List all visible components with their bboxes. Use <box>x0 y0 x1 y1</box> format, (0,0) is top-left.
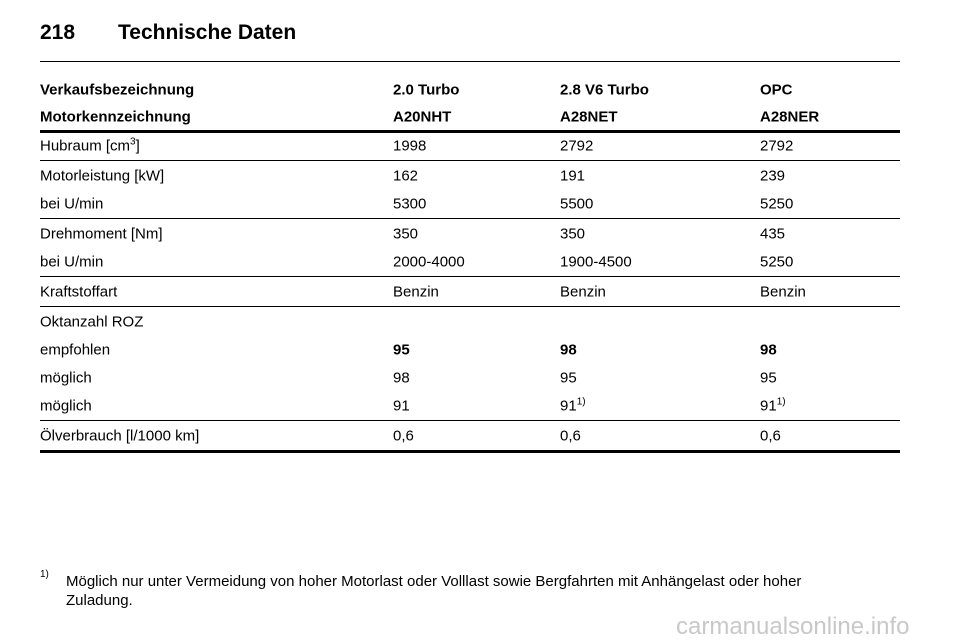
table-cell: 350 <box>393 225 419 243</box>
table-cell: 2792 <box>560 137 594 155</box>
table-cell: 162 <box>393 167 419 185</box>
table-cell: 95 <box>560 369 577 387</box>
cell-text: 91 <box>560 397 577 415</box>
table-cell: 191 <box>560 167 586 185</box>
group-rule <box>40 420 900 421</box>
table-cell: 2.8 V6 Turbo <box>560 81 649 99</box>
table-cell: möglich <box>40 369 92 387</box>
table-cell: bei U/min <box>40 195 104 213</box>
table-cell: 2000-4000 <box>393 253 465 271</box>
page-number: 218 <box>40 21 76 44</box>
cell-text: Hubraum [cm <box>40 137 131 155</box>
watermark: carmanualsonline.info <box>676 613 910 640</box>
group-rule <box>40 276 900 277</box>
table-cell: 5250 <box>760 253 794 271</box>
cell-text: ] <box>135 137 140 155</box>
header-rule <box>40 130 900 133</box>
group-rule <box>40 160 900 161</box>
table-cell: Motorleistung [kW] <box>40 167 165 185</box>
footnote-mark: 1) <box>40 569 49 580</box>
table-cell: 0,6 <box>560 427 581 445</box>
group-rule <box>40 306 900 307</box>
table-end-rule <box>40 450 900 453</box>
table-cell: 435 <box>760 225 786 243</box>
table-cell: Benzin <box>393 283 439 301</box>
superscript: 1) <box>776 396 786 408</box>
superscript: 1) <box>576 396 586 408</box>
table-cell: empfohlen <box>40 341 111 359</box>
table-cell: 911) <box>560 396 586 415</box>
table-cell: Motorkennzeichnung <box>40 108 191 126</box>
table-cell: Benzin <box>760 283 806 301</box>
table-cell: A20NHT <box>393 108 452 126</box>
table-cell: 2792 <box>760 137 794 155</box>
table-cell: 98 <box>560 341 577 359</box>
table-cell: 350 <box>560 225 586 243</box>
group-rule <box>40 218 900 219</box>
cell-text: 91 <box>760 397 777 415</box>
table-cell: 239 <box>760 167 786 185</box>
table-cell: 91 <box>393 397 410 415</box>
table-cell: Benzin <box>560 283 606 301</box>
table-cell: 5500 <box>560 195 594 213</box>
footnote-text: Möglich nur unter Vermeidung von hoher M… <box>66 573 802 609</box>
table-cell: Oktanzahl ROZ <box>40 313 144 331</box>
table-cell: Kraftstoffart <box>40 283 118 301</box>
table-cell: 0,6 <box>393 427 414 445</box>
superscript: 3 <box>130 136 136 148</box>
page-title: Technische Daten <box>118 21 297 44</box>
title-rule <box>40 61 900 62</box>
table-cell: 5250 <box>760 195 794 213</box>
table-cell: A28NET <box>560 108 618 126</box>
table-cell: 1998 <box>393 137 427 155</box>
table-cell: 98 <box>760 341 777 359</box>
table-cell: 95 <box>760 369 777 387</box>
table-cell: 911) <box>760 396 786 415</box>
table-cell: bei U/min <box>40 253 104 271</box>
table-cell: Drehmoment [Nm] <box>40 225 163 243</box>
table-cell: A28NER <box>760 108 820 126</box>
table-cell: 0,6 <box>760 427 781 445</box>
table-cell: 98 <box>393 369 410 387</box>
table-cell: OPC <box>760 81 793 99</box>
table-cell: 5300 <box>393 195 427 213</box>
table-cell: 95 <box>393 341 410 359</box>
table-cell: 1900-4500 <box>560 253 632 271</box>
table-cell: 2.0 Turbo <box>393 81 460 99</box>
table-cell: Hubraum [cm3] <box>40 136 140 155</box>
table-cell: Verkaufsbezeichnung <box>40 81 195 99</box>
table-cell: Ölverbrauch [l/1000 km] <box>40 427 200 445</box>
table-cell: möglich <box>40 397 92 415</box>
